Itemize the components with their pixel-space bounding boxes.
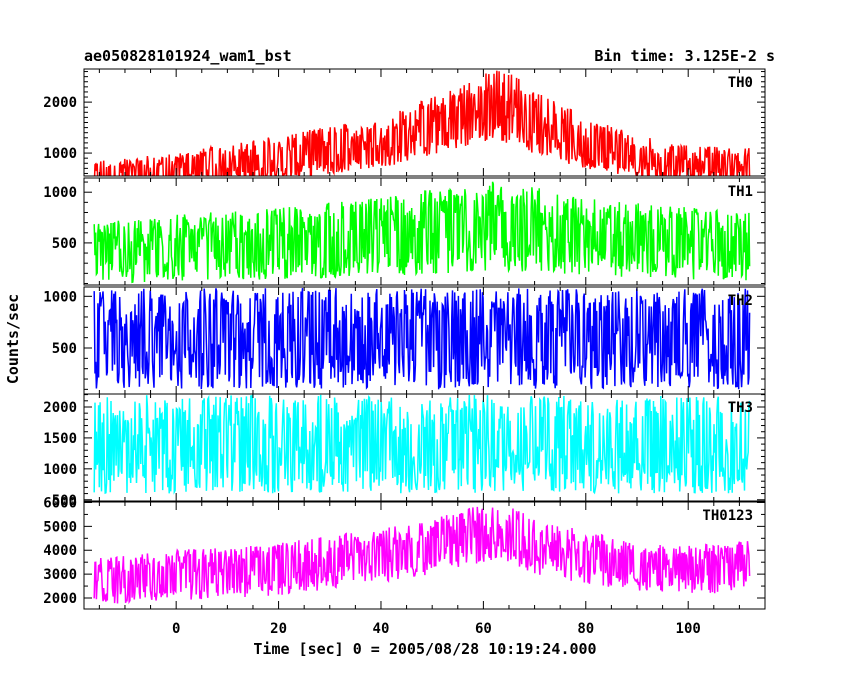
x-tick-label: 0 bbox=[172, 621, 180, 637]
y-tick-label: 1000 bbox=[43, 289, 77, 305]
x-tick-label: 100 bbox=[676, 621, 701, 637]
series-line-th2 bbox=[93, 288, 751, 390]
y-tick-label: 500 bbox=[52, 493, 77, 509]
x-tick-label: 40 bbox=[373, 621, 390, 637]
series-label-th0: TH0 bbox=[728, 75, 753, 91]
series-line-th3 bbox=[93, 394, 751, 495]
x-tick-label: 20 bbox=[270, 621, 287, 637]
y-tick-label: 6000 bbox=[43, 495, 77, 511]
panel-th1: 500 1000 TH1 bbox=[43, 177, 766, 286]
series-line-th0 bbox=[93, 70, 751, 176]
y-tick-label: 1500 bbox=[43, 431, 77, 447]
y-axis-label: Counts/sec bbox=[4, 294, 22, 384]
x-tick-label: 60 bbox=[475, 621, 492, 637]
series-label-th0123: TH0123 bbox=[702, 508, 753, 524]
y-tick-label: 500 bbox=[52, 236, 77, 252]
series-label-th2: TH2 bbox=[728, 293, 753, 309]
obs-id-title: ae050828101924_wam1_bst bbox=[84, 47, 292, 65]
y-tick-label: 2000 bbox=[43, 591, 77, 607]
series-line-th0123 bbox=[93, 506, 751, 605]
y-tick-label: 1000 bbox=[43, 462, 77, 478]
y-tick-label: 4000 bbox=[43, 543, 77, 559]
panel-th0: 1000 2000 TH0 bbox=[43, 68, 766, 177]
panel-th3: 500 1000 1500 2000 TH3 bbox=[43, 393, 766, 509]
y-tick-label: 2000 bbox=[43, 95, 77, 111]
y-tick-label: 500 bbox=[52, 341, 77, 357]
panel-th0123: 2000 3000 4000 5000 6000 TH0123 bbox=[43, 495, 766, 610]
panel-frame bbox=[83, 177, 766, 286]
y-tick-label: 3000 bbox=[43, 567, 77, 583]
bin-time-label: Bin time: 3.125E-2 s bbox=[594, 47, 775, 65]
y-tick-label: 5000 bbox=[43, 519, 77, 535]
x-tick-label: 80 bbox=[577, 621, 594, 637]
panel-th2: 500 1000 TH2 bbox=[43, 286, 766, 395]
series-label-th3: TH3 bbox=[728, 400, 753, 416]
y-tick-label: 2000 bbox=[43, 400, 77, 416]
y-tick-label: 1000 bbox=[43, 146, 77, 162]
x-axis-label: Time [sec] 0 = 2005/08/28 10:19:24.000 bbox=[253, 640, 596, 658]
panel-frame bbox=[83, 393, 766, 502]
panel-frame bbox=[83, 501, 766, 610]
series-label-th1: TH1 bbox=[728, 184, 753, 200]
series-line-th1 bbox=[93, 181, 751, 284]
y-tick-label: 1000 bbox=[43, 185, 77, 201]
